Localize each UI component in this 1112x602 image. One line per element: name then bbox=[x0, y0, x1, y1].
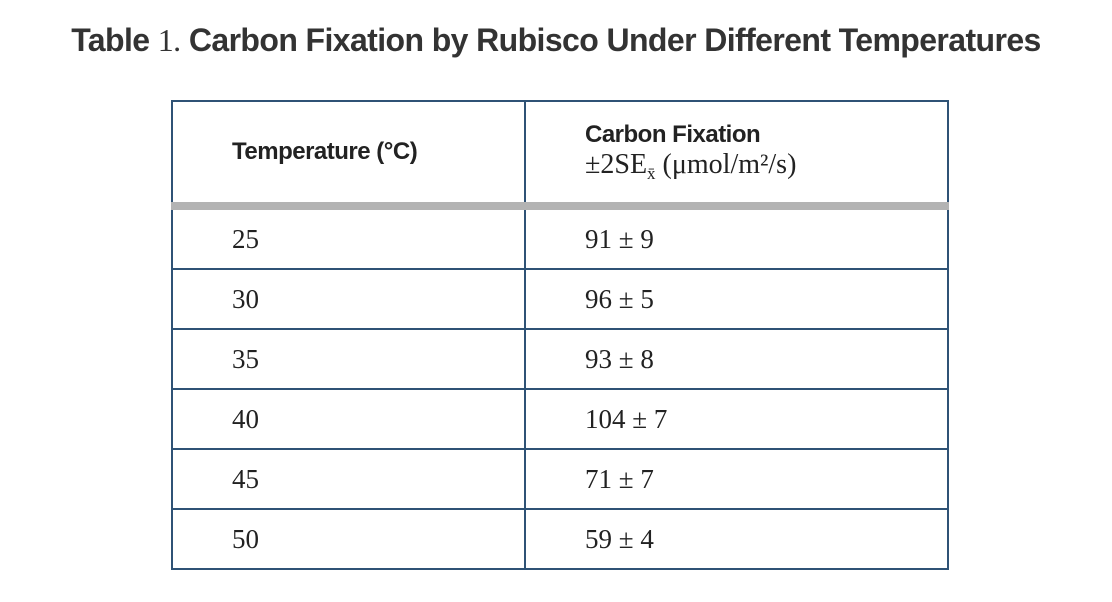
fixation-cell: 96 ± 5 bbox=[524, 268, 949, 330]
header-text: Temperature (°C) bbox=[232, 138, 418, 165]
table-row: 45 71 ± 7 bbox=[171, 448, 949, 510]
header-row: Temperature (°C) Carbon Fixation ±2SEx̄ … bbox=[171, 100, 949, 210]
fixation-cell: 59 ± 4 bbox=[524, 508, 949, 570]
title-label: Table bbox=[71, 22, 150, 58]
temperature-cell: 45 bbox=[171, 448, 526, 510]
fixation-cell: 93 ± 8 bbox=[524, 328, 949, 390]
table-body: 25 91 ± 9 30 96 ± 5 35 93 ± 8 40 104 ± 7 45 71 ± … bbox=[171, 205, 949, 570]
title-number: 1. bbox=[157, 22, 181, 58]
header-text: Carbon Fixation bbox=[585, 120, 761, 148]
title: Table 1. Carbon Fixation by Rubisco Unde… bbox=[0, 22, 1112, 59]
temperature-cell: 35 bbox=[171, 328, 526, 390]
header-cell: Temperature (°C) bbox=[171, 100, 526, 210]
temperature-cell: 25 bbox=[171, 205, 526, 270]
header-unit: ±2SEx̄ (μmol/m²/s) bbox=[585, 149, 947, 184]
temperature-cell: 30 bbox=[171, 268, 526, 330]
fixation-cell: 91 ± 9 bbox=[524, 205, 949, 270]
table-row: 50 59 ± 4 bbox=[171, 508, 949, 570]
table-row: 30 96 ± 5 bbox=[171, 268, 949, 330]
fixation-cell: 71 ± 7 bbox=[524, 448, 949, 510]
title-text: Carbon Fixation by Rubisco Under Differe… bbox=[188, 22, 1041, 58]
temperature-cell: 50 bbox=[171, 508, 526, 570]
unit-subscript: x̄ bbox=[647, 163, 656, 183]
table-row: 35 93 ± 8 bbox=[171, 328, 949, 390]
temperature-cell: 40 bbox=[171, 388, 526, 450]
table-row: 25 91 ± 9 bbox=[171, 205, 949, 270]
fixation-cell: 104 ± 7 bbox=[524, 388, 949, 450]
unit-prefix: ±2SE bbox=[585, 148, 648, 180]
table-row: 40 104 ± 7 bbox=[171, 388, 949, 450]
data-table: Temperature (°C) Carbon Fixation ±2SEx̄ … bbox=[171, 100, 949, 570]
header-cell: Carbon Fixation ±2SEx̄ (μmol/m²/s) bbox=[524, 100, 949, 210]
unit-text: (μmol/m²/s) bbox=[662, 148, 797, 180]
